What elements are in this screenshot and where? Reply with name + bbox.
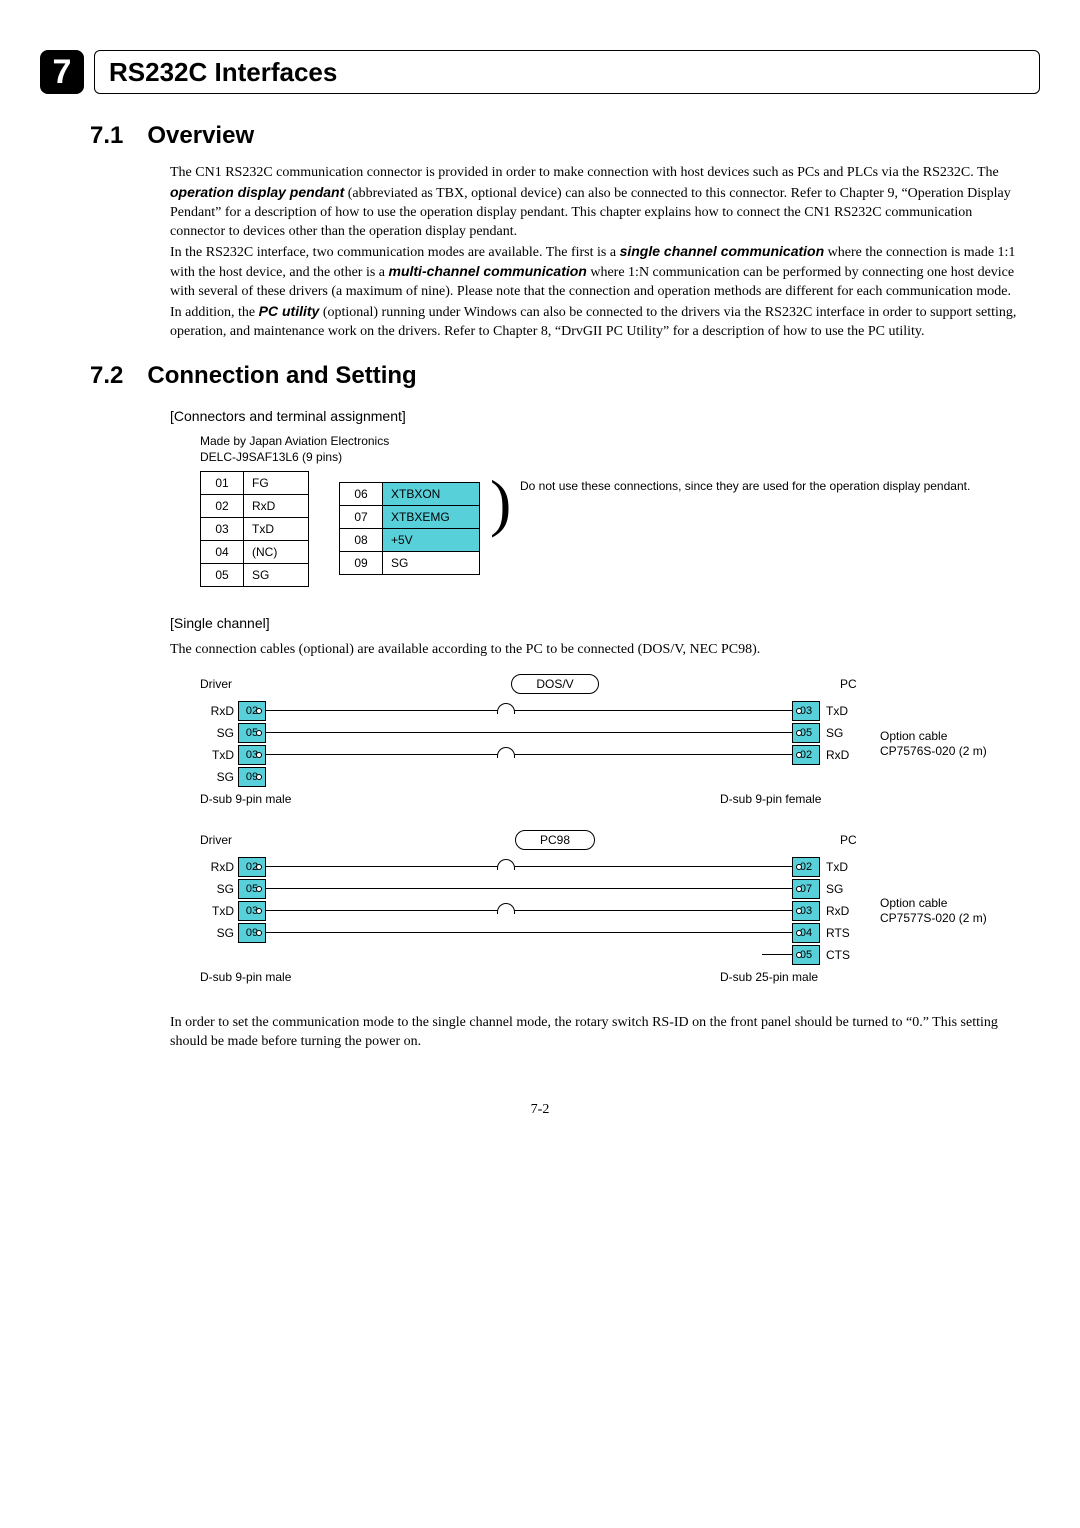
text: In addition, the [170,305,259,320]
text: DELC-J9SAF13L6 (9 pins) [200,450,342,464]
pin-cell: 04 [792,923,820,943]
overview-paragraph-2: In the RS232C interface, two communicati… [170,242,1020,303]
chapter-header: 7 RS232C Interfaces [40,50,1040,94]
pin-number: 03 [201,518,244,541]
pin-number: 05 [201,564,244,587]
pin-signal: (NC) [244,541,309,564]
pc-label: PC [840,833,1020,847]
single-channel-setting-paragraph: In order to set the communication mode t… [170,1014,1020,1052]
driver-label: Driver [200,677,270,691]
signal-label: TxD [200,748,238,762]
pin-cell: 09 [238,923,266,943]
pin-number: 04 [201,541,244,564]
signal-label: TxD [820,860,860,874]
signal-label: RxD [200,704,238,718]
term-pc-utility: PC utility [259,303,320,319]
signal-label: RTS [820,926,860,940]
signal-label: SG [200,926,238,940]
page-number: 7-2 [40,1102,1040,1118]
overview-paragraph-1: The CN1 RS232C communication connector i… [170,164,1020,242]
pin-signal: FG [244,472,309,495]
pin-number: 06 [340,483,383,506]
pc-label: PC [840,677,1020,691]
chapter-title: RS232C Interfaces [94,50,1040,94]
term-multi-channel: multi-channel communication [389,263,587,279]
signal-label: SG [200,770,238,784]
signal-label: SG [200,726,238,740]
pin-cell: 02 [792,745,820,765]
pin-signal: TxD [244,518,309,541]
pin-number: 08 [340,529,383,552]
pin-signal: XTBXEMG [383,506,480,529]
cable-type-label: PC98 [515,830,595,850]
pin-table-left: 01FG02RxD03TxD04(NC)05SG [200,471,309,587]
pin-cell: 05 [792,945,820,965]
text: Do not use these connections, since they… [520,479,970,493]
connector-right-label: D-sub 9-pin female [720,792,1020,806]
pin-signal: +5V [383,529,480,552]
signal-label: CTS [820,948,860,962]
pin-signal: SG [244,564,309,587]
signal-label: RxD [200,860,238,874]
pin-number: 07 [340,506,383,529]
pin-table-right: 06XTBXON07XTBXEMG08+5V09SG [339,482,480,575]
term-operation-display-pendant: operation display pendant [170,184,344,200]
pin-cell: 03 [238,745,266,765]
pin-cell: 07 [792,879,820,899]
pin-number: 09 [340,552,383,575]
connector-right-label: D-sub 25-pin male [720,970,1020,984]
pin-cell: 05 [792,723,820,743]
connector-left-label: D-sub 9-pin male [200,792,400,806]
cable-type-label: DOS/V [511,674,598,694]
pin-number: 02 [201,495,244,518]
signal-label: TxD [820,704,860,718]
pin-cell: 05 [238,723,266,743]
option-cable-note: Option cableCP7576S-020 (2 m) [860,700,1020,788]
pin-cell: 02 [792,857,820,877]
pin-number: 01 [201,472,244,495]
pin-warning-note: ) Do not use these connections, since th… [520,479,970,495]
pin-cell: 03 [792,901,820,921]
pin-cell: 05 [238,879,266,899]
driver-label: Driver [200,833,270,847]
pin-signal: RxD [244,495,309,518]
pin-cell: 09 [238,767,266,787]
section-number: 7.1 [90,122,123,149]
connector-maker-note: Made by Japan Aviation Electronics DELC-… [200,434,1040,465]
connector-left-label: D-sub 9-pin male [200,970,400,984]
signal-label: SG [820,726,860,740]
wiring-diagram-dosv: DriverDOS/VPCRxD02SG05TxD03SG0903TxD05SG… [200,674,1020,806]
text: The CN1 RS232C communication connector i… [170,165,999,180]
option-cable-note: Option cableCP7577S-020 (2 m) [860,856,1020,966]
single-channel-paragraph: The connection cables (optional) are ava… [170,641,1020,660]
pin-assignment-area: 01FG02RxD03TxD04(NC)05SG 06XTBXON07XTBXE… [200,471,1040,587]
pin-cell: 03 [792,701,820,721]
text: Made by Japan Aviation Electronics [200,434,389,448]
section-number: 7.2 [90,362,123,389]
single-channel-subheading: [Single channel] [170,615,1040,631]
signal-label: SG [820,882,860,896]
section-7-1-heading: 7.1 Overview [90,122,1040,150]
pin-cell: 02 [238,857,266,877]
overview-paragraph-3: In addition, the PC utility (optional) r… [170,302,1020,342]
signal-label: RxD [820,748,860,762]
pin-signal: XTBXON [383,483,480,506]
chapter-number: 7 [40,50,84,94]
pin-cell: 02 [238,701,266,721]
pin-cell: 03 [238,901,266,921]
section-title: Overview [147,122,254,149]
section-7-2-heading: 7.2 Connection and Setting [90,362,1040,390]
signal-label: TxD [200,904,238,918]
text: In the RS232C interface, two communicati… [170,245,620,260]
brace-icon: ) [490,471,511,535]
connectors-subheading: [Connectors and terminal assignment] [170,408,1040,424]
section-title: Connection and Setting [147,362,416,389]
wiring-diagram-pc98: DriverPC98PCRxD02SG05TxD03SG0902TxD07SG0… [200,830,1020,984]
term-single-channel: single channel communication [620,243,825,259]
pin-signal: SG [383,552,480,575]
signal-label: RxD [820,904,860,918]
signal-label: SG [200,882,238,896]
